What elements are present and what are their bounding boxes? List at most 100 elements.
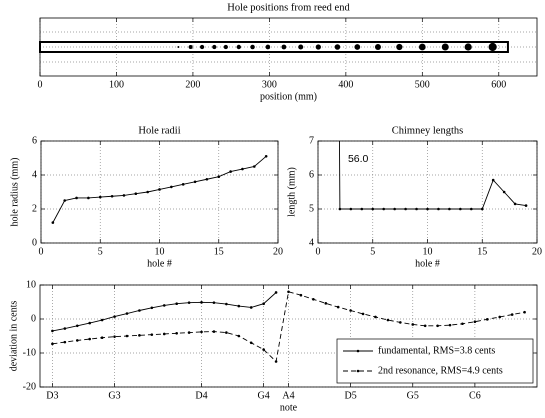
data-point [187,301,191,304]
x-tick-label: 300 [262,79,277,90]
data-point [87,196,90,200]
data-point [524,204,528,207]
data-point [225,331,228,334]
hole-marker [177,46,180,48]
data-point [461,322,464,326]
y-tick-label: 4 [32,169,37,180]
data-point [146,190,149,194]
series [51,290,526,363]
data-point [437,207,440,211]
data-point [75,196,78,200]
data-line [52,291,525,363]
data-point [415,207,418,211]
x-tick-label: G5 [407,390,419,401]
data-point [448,207,451,211]
chart-title: Chimney lengths [392,125,463,136]
hole-marker [418,43,426,51]
data-point [349,309,352,312]
legend-label: fundamental, RMS=3.8 cents [378,345,495,356]
data-point [98,195,102,199]
data-point [88,321,91,325]
plot-frame [39,17,538,77]
data-point [423,324,427,328]
y-axis-label: deviation in cents [8,301,19,372]
data-point [426,207,429,211]
data-point [491,178,495,182]
data-point [349,207,353,211]
x-tick-label: D5 [345,390,357,401]
data-point [100,318,104,322]
hole-marker [236,44,241,50]
data-point [486,318,489,321]
data-point [264,155,268,158]
y-tick-label: 0 [32,237,37,248]
x-tick-label: 20 [532,246,542,257]
y-tick-label: 2 [32,203,37,214]
y-axis-label: length (mm) [286,167,297,217]
legend-box [336,338,534,384]
data-point [122,194,126,197]
data-point [63,327,67,330]
x-tick-label: 10 [155,246,165,257]
data-point [225,302,228,306]
x-tick-label: 400 [338,79,353,90]
data-point [217,175,221,178]
x-tick-label: 5 [370,246,375,257]
hole-marker [223,44,228,50]
data-point [262,302,265,306]
x-tick-label: G3 [108,390,120,401]
y-tick-label: -10 [23,347,36,358]
data-label: 56.0 [348,153,369,165]
legend-label: 2nd resonance, RMS=4.9 cents [378,365,503,376]
series [51,155,268,224]
data-point [448,323,452,327]
x-axis-label: note [280,402,298,413]
data-point [386,318,390,322]
y-tick-label: -20 [23,381,36,392]
x-tick-label: 100 [109,79,124,90]
data-point [187,331,191,334]
data-point [274,360,278,363]
data-point [473,320,477,324]
hole-marker [298,44,304,50]
data-point [361,312,365,316]
x-tick-label: 0 [39,246,44,257]
hole-marker [464,43,472,51]
hole-marker [265,44,271,50]
data-point [88,337,91,341]
x-tick-label: A4 [282,390,294,401]
data-point [274,291,278,294]
data-point [100,336,104,340]
data-point [249,341,253,345]
data-point [459,207,462,211]
hole-marker [441,43,449,51]
series [51,291,278,333]
data-point [253,165,256,168]
y-tick-label: 0 [31,313,36,324]
data-point [162,304,166,307]
x-tick-label: 5 [98,246,103,257]
hole-marker [212,44,217,50]
data-point [162,332,166,336]
x-tick-label: 500 [415,79,430,90]
data-point [134,192,138,195]
hole-marker [488,42,497,52]
data-point [212,330,216,333]
data-point [470,207,473,211]
x-tick-label: 15 [477,246,487,257]
plot-frame [39,284,538,388]
data-point [374,315,377,319]
hole-marker [396,43,403,51]
y-tick-label: 5 [309,203,314,214]
legend-marker [356,349,360,353]
x-tick-label: D3 [46,390,58,401]
y-tick-label: 10 [26,279,36,290]
data-point [193,180,197,184]
data-point [150,306,154,310]
x-tick-label: 600 [491,79,506,90]
x-axis-label: position (mm) [260,91,317,102]
data-point [51,342,54,346]
hole-marker [354,44,361,50]
hole-marker [199,44,205,50]
